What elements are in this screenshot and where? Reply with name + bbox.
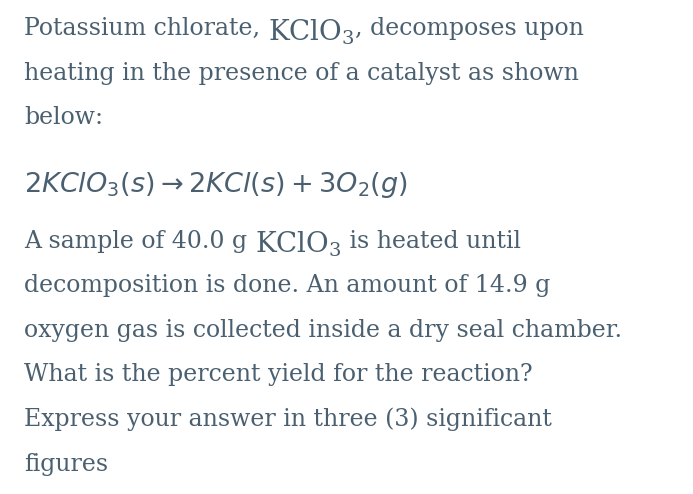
Text: A sample of 40.0 g: A sample of 40.0 g [24, 230, 255, 253]
Text: decomposition is done. An amount of 14.9 g: decomposition is done. An amount of 14.9… [24, 274, 551, 297]
Text: below:: below: [24, 106, 103, 129]
Text: Potassium chlorate,: Potassium chlorate, [24, 17, 268, 41]
Text: $2KClO_3(s) \rightarrow 2KCl(s)+3O_2(g)$: $2KClO_3(s) \rightarrow 2KCl(s)+3O_2(g)$ [24, 170, 408, 201]
Text: What is the percent yield for the reaction?: What is the percent yield for the reacti… [24, 363, 533, 386]
Text: Express your answer in three (3) significant: Express your answer in three (3) signifi… [24, 408, 552, 431]
Text: heating in the presence of a catalyst as shown: heating in the presence of a catalyst as… [24, 62, 579, 85]
Text: oxygen gas is collected inside a dry seal chamber.: oxygen gas is collected inside a dry sea… [24, 319, 622, 342]
Text: , decomposes upon: , decomposes upon [355, 17, 584, 41]
Text: $\mathdefault{KClO_3}$: $\mathdefault{KClO_3}$ [268, 17, 355, 47]
Text: figures: figures [24, 453, 108, 477]
Text: is heated until: is heated until [342, 230, 520, 253]
Text: $\mathdefault{KClO_3}$: $\mathdefault{KClO_3}$ [255, 230, 342, 259]
